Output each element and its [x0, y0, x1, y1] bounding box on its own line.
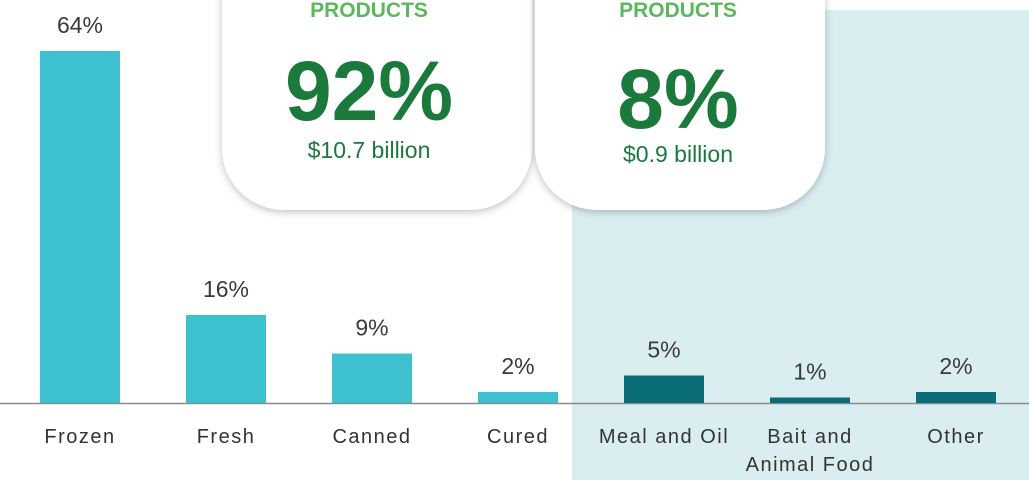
bar — [916, 392, 996, 403]
bar — [478, 392, 558, 403]
callout-heading: PRODUCTS — [310, 0, 428, 22]
category-label: Bait and Animal Food — [745, 426, 875, 476]
category-label: Other — [927, 426, 985, 448]
callout-amount: $0.9 billion — [623, 141, 733, 167]
bar — [332, 353, 412, 403]
callout-heading: PRODUCTS — [619, 0, 737, 22]
value-label: 16% — [203, 276, 249, 302]
bar — [624, 375, 704, 403]
category-label: Canned — [332, 426, 412, 448]
category-label: Frozen — [44, 426, 116, 448]
value-label: 5% — [647, 337, 680, 363]
bar — [770, 397, 850, 403]
callout-card — [535, 0, 825, 210]
value-label: 64% — [57, 12, 103, 38]
value-label: 9% — [355, 315, 388, 341]
callout-amount: $10.7 billion — [308, 137, 431, 163]
callout-share: 8% — [617, 52, 738, 146]
value-label: 2% — [501, 353, 534, 379]
category-label: Cured — [487, 426, 549, 448]
bar — [40, 51, 120, 403]
callout-share: 92% — [285, 44, 453, 138]
category-label: Fresh — [196, 426, 256, 448]
category-label: Meal and Oil — [598, 426, 730, 448]
callout-card — [222, 0, 532, 210]
value-label: 2% — [939, 353, 972, 379]
bar — [186, 315, 266, 403]
value-label: 1% — [793, 359, 826, 385]
